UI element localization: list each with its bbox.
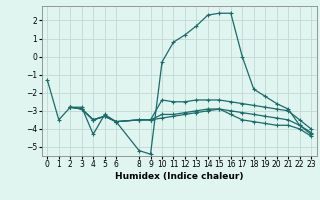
X-axis label: Humidex (Indice chaleur): Humidex (Indice chaleur) [115,172,244,181]
